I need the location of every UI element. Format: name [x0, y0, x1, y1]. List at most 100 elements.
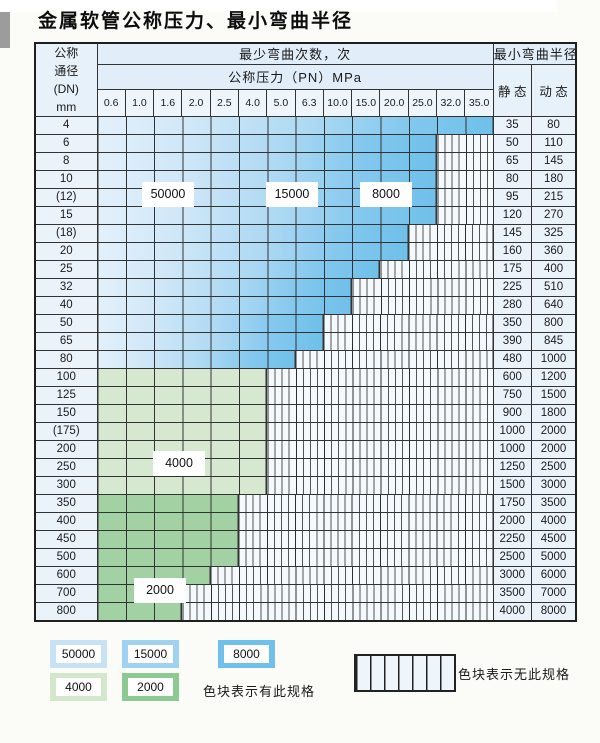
legend-swatch-label: 4000: [56, 678, 101, 696]
row-dn-label: 6: [34, 134, 98, 153]
pressure-header: 公称压力（PN）MPa: [96, 63, 494, 90]
static-value: 390: [492, 332, 532, 351]
static-value: 1250: [492, 458, 532, 477]
table-row: 15 120 270: [34, 206, 577, 225]
static-value: 2500: [492, 548, 532, 567]
hatched-cells: [436, 152, 494, 171]
pressure-tick: 4.0: [237, 89, 268, 117]
dynamic-value: 8000: [530, 602, 577, 622]
row-dn-label: 400: [34, 512, 98, 531]
dynamic-value: 845: [530, 332, 577, 351]
dynamic-value: 640: [530, 296, 577, 315]
table-row: (175) 1000 2000: [34, 422, 577, 441]
pressure-tick: 2.5: [209, 89, 239, 117]
legend-hatch-swatch: [354, 654, 456, 692]
hatched-cells: [294, 350, 494, 369]
colored-cells: [96, 296, 353, 315]
colored-cells: [96, 602, 183, 622]
row-dn-label: 500: [34, 548, 98, 567]
dynamic-value: 400: [530, 260, 577, 279]
dynamic-value: 1800: [530, 404, 577, 423]
row-dn-label: 8: [34, 152, 98, 171]
static-value: 50: [492, 134, 532, 153]
legend-swatch: 50000: [50, 640, 107, 668]
static-value: 750: [492, 386, 532, 405]
table-row: 25 175 400: [34, 260, 577, 279]
static-value: 95: [492, 188, 532, 207]
row-dn-label: 800: [34, 602, 98, 622]
pressure-tick: 1.0: [124, 89, 155, 117]
hatched-cells: [266, 404, 494, 423]
window-edge-artifact: [0, 12, 10, 48]
table-row: 600 3000 6000: [34, 566, 577, 585]
table-row: 300 1500 3000: [34, 476, 577, 495]
hatched-cells: [237, 530, 494, 549]
pressure-tick: 5.0: [266, 89, 296, 117]
table-row: 50 350 800: [34, 314, 577, 333]
static-value: 2000: [492, 512, 532, 531]
hatched-cells: [436, 134, 494, 153]
row-dn-label: 450: [34, 530, 98, 549]
window-top-strip: [0, 0, 557, 12]
dynamic-value: 1000: [530, 350, 577, 369]
dynamic-value: 110: [530, 134, 577, 153]
hatched-cells: [237, 548, 494, 567]
static-value: 80: [492, 170, 532, 189]
pressure-tick: 0.6: [96, 89, 126, 117]
pressure-tick: 35.0: [464, 89, 494, 117]
hatched-cells: [237, 494, 494, 513]
table-row: 40 280 640: [34, 296, 577, 315]
dynamic-value: 510: [530, 278, 577, 297]
colored-cells: [96, 548, 239, 567]
static-value: 2250: [492, 530, 532, 549]
static-value: 1000: [492, 440, 532, 459]
row-dn-label: (18): [34, 224, 98, 243]
static-value: 4000: [492, 602, 532, 622]
cycle-count-label: 50000: [142, 182, 194, 207]
table-row: 500 2500 5000: [34, 548, 577, 567]
table-row: 80 480 1000: [34, 350, 577, 369]
legend-swatch: 2000: [122, 673, 179, 701]
pressure-tick: 32.0: [436, 89, 466, 117]
static-value: 1750: [492, 494, 532, 513]
colored-cells: [96, 260, 381, 279]
hatched-cells: [237, 512, 494, 531]
hatched-cells: [407, 224, 494, 243]
row-dn-label: 40: [34, 296, 98, 315]
table-row: 200 1000 2000: [34, 440, 577, 459]
row-dn-label: 100: [34, 368, 98, 387]
colored-cells: [96, 134, 438, 153]
static-value: 480: [492, 350, 532, 369]
table-row: 32 225 510: [34, 278, 577, 297]
row-dn-label: 150: [34, 404, 98, 423]
row-dn-label: 250: [34, 458, 98, 477]
table-row: 20 160 360: [34, 242, 577, 261]
table-row: 8 65 145: [34, 152, 577, 171]
colored-cells: [96, 116, 494, 135]
static-column-header: 静 态: [492, 63, 532, 117]
table-row: (18) 145 325: [34, 224, 577, 243]
row-dn-label: 65: [34, 332, 98, 351]
table-row: 400 2000 4000: [34, 512, 577, 531]
row-dn-label: (12): [34, 188, 98, 207]
static-value: 600: [492, 368, 532, 387]
dynamic-value: 2500: [530, 458, 577, 477]
pressure-tick: 10.0: [322, 89, 353, 117]
dynamic-column-header: 动 态: [530, 63, 577, 117]
hatched-cells: [351, 278, 494, 297]
dynamic-value: 80: [530, 116, 577, 135]
colored-cells: [96, 332, 324, 351]
dynamic-value: 1500: [530, 386, 577, 405]
row-dn-label: 25: [34, 260, 98, 279]
pressure-tick: 20.0: [379, 89, 409, 117]
dynamic-value: 800: [530, 314, 577, 333]
colored-cells: [96, 206, 438, 225]
legend-swatch: 4000: [50, 673, 107, 701]
bend-cycles-header: 最少弯曲次数，次: [96, 42, 494, 65]
row-dn-label: 125: [34, 386, 98, 405]
colored-cells: [96, 404, 268, 423]
dn-column-header: 公称 通径 (DN) mm: [34, 42, 98, 117]
static-value: 35: [492, 116, 532, 135]
pressure-tick: 15.0: [351, 89, 381, 117]
table-row: 150 900 1800: [34, 404, 577, 423]
